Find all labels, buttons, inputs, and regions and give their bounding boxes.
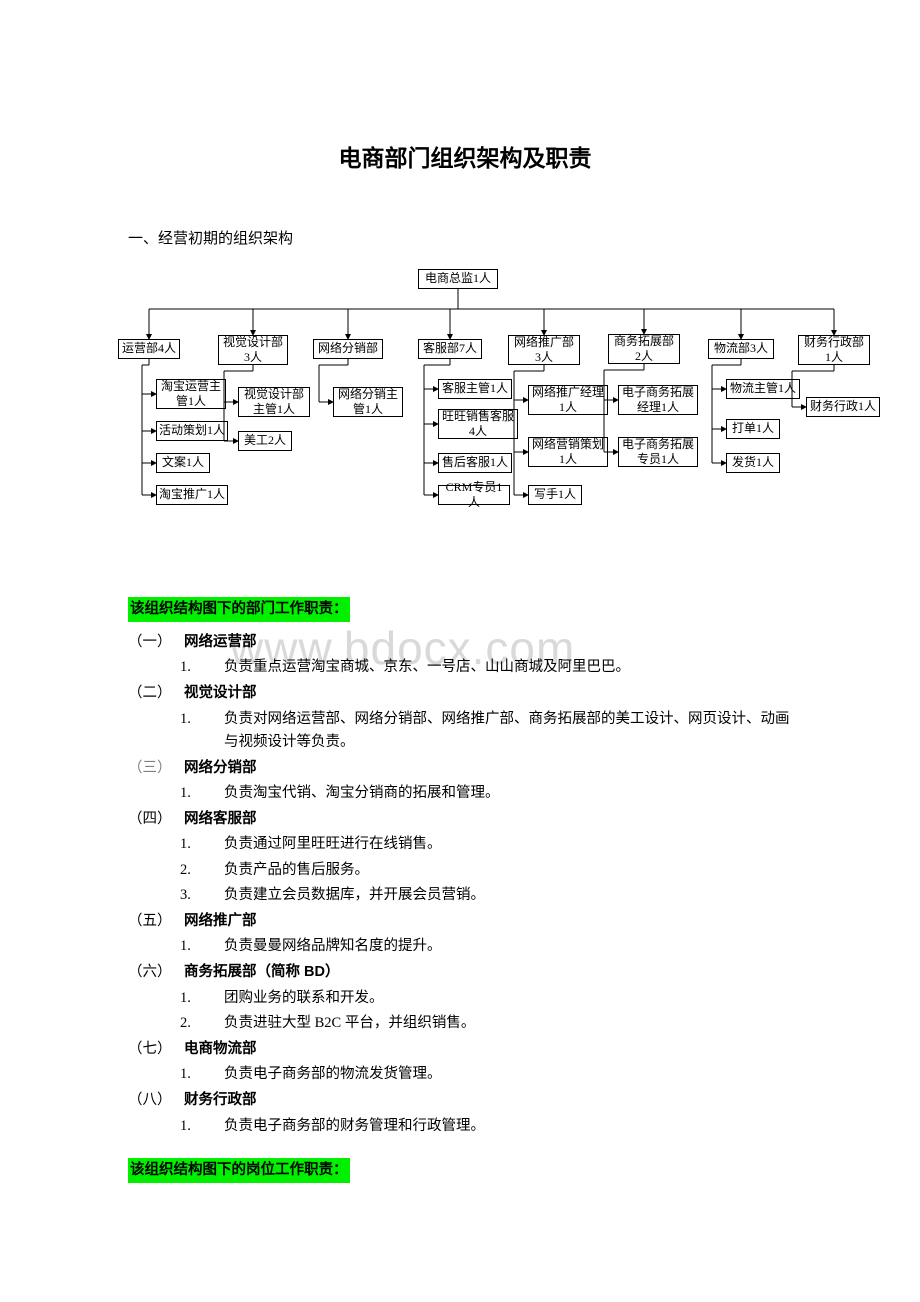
- dept-item-text: 负责进驻大型 B2C 平台，并组织销售。: [224, 1015, 475, 1031]
- dept-name: 网络客服部: [184, 811, 257, 827]
- dept-number: （二）: [128, 682, 184, 705]
- org-node: 文案1人: [156, 453, 210, 473]
- section-1-heading: 一、经营初期的组织架构: [128, 227, 802, 251]
- dept-name: 电商物流部: [184, 1041, 257, 1057]
- org-node: 网络推广经理1人: [528, 385, 608, 415]
- dept-item-number: 2.: [202, 859, 224, 882]
- dept-item: 1.负责淘宝代销、淘宝分销商的拓展和管理。: [202, 782, 802, 805]
- dept-number: （五）: [128, 910, 184, 933]
- dept-name: 网络运营部: [184, 634, 257, 650]
- dept-item-number: 1.: [202, 782, 224, 805]
- org-node: 客服部7人: [418, 339, 482, 359]
- org-node: 网络营销策划1人: [528, 437, 608, 467]
- org-node: 打单1人: [726, 419, 780, 439]
- dept-item-number: 1.: [202, 833, 224, 856]
- org-node: 发货1人: [726, 453, 780, 473]
- dept-item: 1.负责电子商务部的财务管理和行政管理。: [202, 1115, 802, 1138]
- org-node: 物流主管1人: [726, 379, 800, 399]
- org-node: 售后客服1人: [438, 453, 512, 473]
- dept-number: （一）: [128, 631, 184, 654]
- dept-item: 1.负责重点运营淘宝商城、京东、一号店、山山商城及阿里巴巴。: [202, 656, 802, 679]
- dept-item-text: 负责电子商务部的财务管理和行政管理。: [224, 1118, 485, 1134]
- org-node: 写手1人: [528, 485, 582, 505]
- org-node: 电子商务拓展专员1人: [618, 437, 698, 467]
- dept-item-number: 1.: [202, 656, 224, 679]
- org-node: CRM专员1人: [438, 485, 510, 505]
- dept-item-text: 负责淘宝代销、淘宝分销商的拓展和管理。: [224, 785, 500, 801]
- org-node: 淘宝运营主管1人: [156, 379, 226, 409]
- org-node: 旺旺销售客服4人: [438, 409, 518, 439]
- dept-item: 3.负责建立会员数据库，并开展会员营销。: [202, 884, 802, 907]
- dept-name: 网络分销部: [184, 760, 257, 776]
- dept-heading: （六）商务拓展部（简称 BD）: [128, 961, 802, 984]
- dept-heading: （二）视觉设计部: [128, 682, 802, 705]
- department-duties-list: （一）网络运营部1.负责重点运营淘宝商城、京东、一号店、山山商城及阿里巴巴。（二…: [128, 631, 802, 1138]
- org-node: 商务拓展部2人: [608, 334, 680, 364]
- dept-item: 1.负责对网络运营部、网络分销部、网络推广部、商务拓展部的美工设计、网页设计、动…: [202, 708, 802, 754]
- dept-item: 1.团购业务的联系和开发。: [202, 987, 802, 1010]
- dept-heading: （七）电商物流部: [128, 1038, 802, 1061]
- dept-item-number: 2.: [202, 1012, 224, 1035]
- dept-item: 1.负责曼曼网络品牌知名度的提升。: [202, 935, 802, 958]
- dept-item-text: 团购业务的联系和开发。: [224, 990, 384, 1006]
- dept-item-number: 1.: [202, 1115, 224, 1138]
- dept-item: 1.负责电子商务部的物流发货管理。: [202, 1063, 802, 1086]
- org-node: 视觉设计部3人: [218, 335, 288, 365]
- dept-number: （七）: [128, 1038, 184, 1061]
- dept-name: 视觉设计部: [184, 685, 257, 701]
- org-chart: 电商总监1人运营部4人 视觉设计部3人 网络分销部 客服部7人 网络推广部3人商务拓展部…: [118, 269, 878, 549]
- highlight-dept-duties: 该组织结构图下的部门工作职责：: [128, 597, 350, 622]
- dept-item-text: 负责对网络运营部、网络分销部、网络推广部、商务拓展部的美工设计、网页设计、动画与…: [224, 711, 790, 750]
- dept-number: （六）: [128, 961, 184, 984]
- dept-number: （八）: [128, 1089, 184, 1112]
- dept-heading: （三）网络分销部: [128, 757, 802, 780]
- org-node: 视觉设计部主管1人: [238, 387, 310, 417]
- org-node: 网络推广部3人: [508, 335, 580, 365]
- dept-heading: （一）网络运营部: [128, 631, 802, 654]
- dept-name: 商务拓展部（简称 BD）: [184, 964, 339, 980]
- dept-heading: （四）网络客服部: [128, 808, 802, 831]
- dept-item-text: 负责通过阿里旺旺进行在线销售。: [224, 836, 442, 852]
- org-node: 客服主管1人: [438, 379, 512, 399]
- org-node: 物流部3人: [708, 339, 774, 359]
- dept-item-text: 负责建立会员数据库，并开展会员营销。: [224, 887, 485, 903]
- org-node: 电子商务拓展经理1人: [618, 385, 698, 415]
- org-node: 美工2人: [238, 431, 292, 451]
- org-node: 网络分销主管1人: [333, 387, 403, 417]
- dept-heading: （八）财务行政部: [128, 1089, 802, 1112]
- dept-item: 2.负责进驻大型 B2C 平台，并组织销售。: [202, 1012, 802, 1035]
- org-node: 电商总监1人: [418, 269, 498, 289]
- dept-item-number: 1.: [202, 935, 224, 958]
- dept-item: 1.负责通过阿里旺旺进行在线销售。: [202, 833, 802, 856]
- dept-item-text: 负责产品的售后服务。: [224, 862, 369, 878]
- highlight-post-duties: 该组织结构图下的岗位工作职责：: [128, 1158, 350, 1183]
- org-node: 网络分销部: [313, 339, 383, 359]
- dept-item-number: 1.: [202, 708, 224, 731]
- dept-name: 网络推广部: [184, 913, 257, 929]
- dept-item-text: 负责电子商务部的物流发货管理。: [224, 1066, 442, 1082]
- document-title: 电商部门组织架构及职责: [128, 140, 802, 177]
- dept-item-text: 负责重点运营淘宝商城、京东、一号店、山山商城及阿里巴巴。: [224, 659, 630, 675]
- dept-item: 2.负责产品的售后服务。: [202, 859, 802, 882]
- dept-item-number: 3.: [202, 884, 224, 907]
- dept-item-number: 1.: [202, 1063, 224, 1086]
- org-node: 淘宝推广1人: [156, 485, 228, 505]
- dept-item-number: 1.: [202, 987, 224, 1010]
- dept-name: 财务行政部: [184, 1092, 257, 1108]
- dept-number: （三）: [128, 757, 184, 780]
- org-node: 财务行政部1人: [798, 335, 870, 365]
- dept-item-text: 负责曼曼网络品牌知名度的提升。: [224, 938, 442, 954]
- org-node: 运营部4人: [118, 339, 180, 359]
- dept-number: （四）: [128, 808, 184, 831]
- org-node: 财务行政1人: [806, 397, 880, 417]
- org-node: 活动策划1人: [156, 421, 228, 441]
- dept-heading: （五）网络推广部: [128, 910, 802, 933]
